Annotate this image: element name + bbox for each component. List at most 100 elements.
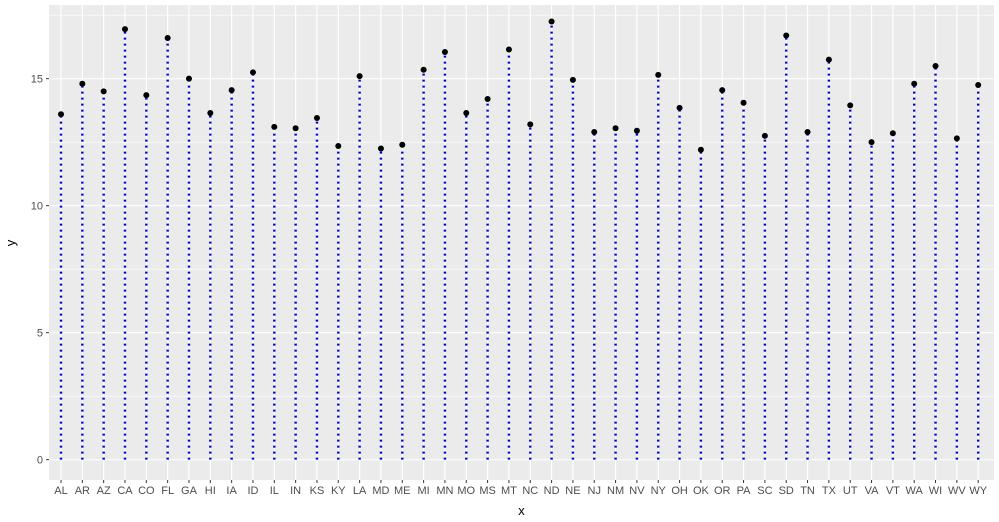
point-tx: [825, 56, 832, 63]
point-ok: [697, 146, 704, 153]
y-tick-label: 15: [31, 74, 43, 86]
point-ks: [313, 115, 320, 122]
point-nv: [633, 127, 640, 134]
point-nc: [527, 121, 534, 128]
x-tick-label-tn: TN: [800, 485, 815, 497]
point-sc: [761, 132, 768, 139]
point-ga: [185, 75, 192, 82]
y-axis-ticks: 0 5 10 15: [31, 74, 49, 467]
x-tick-label-me: ME: [394, 485, 411, 497]
x-tick-label-al: AL: [54, 485, 67, 497]
x-tick-label-fl: FL: [161, 485, 174, 497]
point-va: [868, 139, 875, 146]
x-tick-label-az: AZ: [97, 485, 111, 497]
x-tick-label-la: LA: [353, 485, 367, 497]
x-tick-label-hi: HI: [205, 485, 216, 497]
point-md: [377, 145, 384, 152]
point-co: [143, 92, 150, 99]
x-tick-label-sc: SC: [757, 485, 772, 497]
x-tick-label-ny: NY: [651, 485, 667, 497]
point-ia: [228, 87, 235, 94]
x-tick-label-ks: KS: [310, 485, 325, 497]
x-tick-label-ut: UT: [843, 485, 858, 497]
point-nm: [612, 125, 619, 132]
point-sd: [783, 32, 790, 39]
point-la: [356, 73, 363, 80]
x-tick-label-in: IN: [290, 485, 301, 497]
point-in: [292, 125, 299, 132]
x-tick-label-tx: TX: [822, 485, 837, 497]
points: [58, 18, 982, 153]
point-nj: [591, 129, 598, 136]
point-nd: [548, 18, 555, 25]
point-id: [249, 69, 256, 76]
x-tick-label-mo: MO: [457, 485, 475, 497]
x-tick-label-vt: VT: [886, 485, 900, 497]
point-il: [271, 123, 278, 130]
x-tick-label-wa: WA: [906, 485, 924, 497]
point-ca: [121, 26, 128, 33]
x-axis-ticks: AL AR AZ CA CO FL GA HI IA ID IL IN KS KY LA MD ME MI MN MO…: [54, 480, 988, 497]
point-ar: [79, 80, 86, 87]
y-tick-label: 5: [37, 328, 43, 340]
x-tick-label-nc: NC: [522, 485, 538, 497]
point-al: [58, 111, 64, 118]
grid-minor: [49, 14, 994, 397]
point-ky: [335, 142, 342, 149]
x-tick-label-va: VA: [865, 485, 880, 497]
point-pa: [740, 99, 747, 106]
point-mt: [505, 46, 512, 53]
x-tick-label-ia: IA: [226, 485, 237, 497]
point-wy: [975, 82, 982, 89]
x-tick-label-ne: NE: [565, 485, 580, 497]
point-or: [719, 87, 726, 94]
point-ms: [484, 95, 491, 102]
point-mn: [441, 48, 448, 55]
x-tick-label-nv: NV: [629, 485, 645, 497]
point-mi: [420, 66, 427, 73]
point-me: [399, 141, 406, 148]
point-tn: [804, 129, 811, 136]
point-ne: [569, 76, 576, 83]
y-tick-label: 0: [37, 455, 43, 467]
y-tick-label: 10: [31, 201, 43, 213]
point-wv: [953, 135, 960, 142]
x-tick-label-ms: MS: [479, 485, 496, 497]
point-hi: [207, 109, 214, 116]
x-tick-label-nm: NM: [607, 485, 624, 497]
x-tick-label-oh: OH: [671, 485, 688, 497]
y-axis-title: y: [3, 239, 18, 246]
x-tick-label-ok: OK: [693, 485, 710, 497]
x-tick-label-nd: ND: [544, 485, 560, 497]
x-tick-label-il: IL: [270, 485, 279, 497]
x-tick-label-mn: MN: [436, 485, 453, 497]
point-mo: [463, 109, 470, 116]
x-tick-label-sd: SD: [779, 485, 794, 497]
x-tick-label-co: CO: [138, 485, 155, 497]
stems: [59, 21, 980, 460]
x-tick-label-nj: NJ: [588, 485, 601, 497]
x-tick-label-md: MD: [372, 485, 389, 497]
x-axis-title: x: [518, 503, 525, 518]
x-tick-label-ca: CA: [117, 485, 133, 497]
point-wi: [932, 62, 939, 69]
x-tick-label-mi: MI: [417, 485, 429, 497]
x-tick-label-pa: PA: [737, 485, 752, 497]
point-vt: [889, 130, 896, 137]
x-tick-label-or: OR: [714, 485, 731, 497]
x-tick-label-mt: MT: [501, 485, 517, 497]
x-tick-label-ar: AR: [75, 485, 90, 497]
x-tick-label-wy: WY: [969, 485, 987, 497]
point-fl: [164, 35, 171, 42]
point-oh: [676, 104, 683, 111]
point-wa: [911, 80, 918, 87]
x-tick-label-id: ID: [247, 485, 258, 497]
x-tick-label-ky: KY: [331, 485, 346, 497]
plot-panel: [49, 5, 994, 480]
point-ny: [655, 71, 662, 78]
x-tick-label-ga: GA: [181, 485, 198, 497]
point-az: [100, 88, 107, 95]
x-tick-label-wv: WV: [948, 485, 966, 497]
